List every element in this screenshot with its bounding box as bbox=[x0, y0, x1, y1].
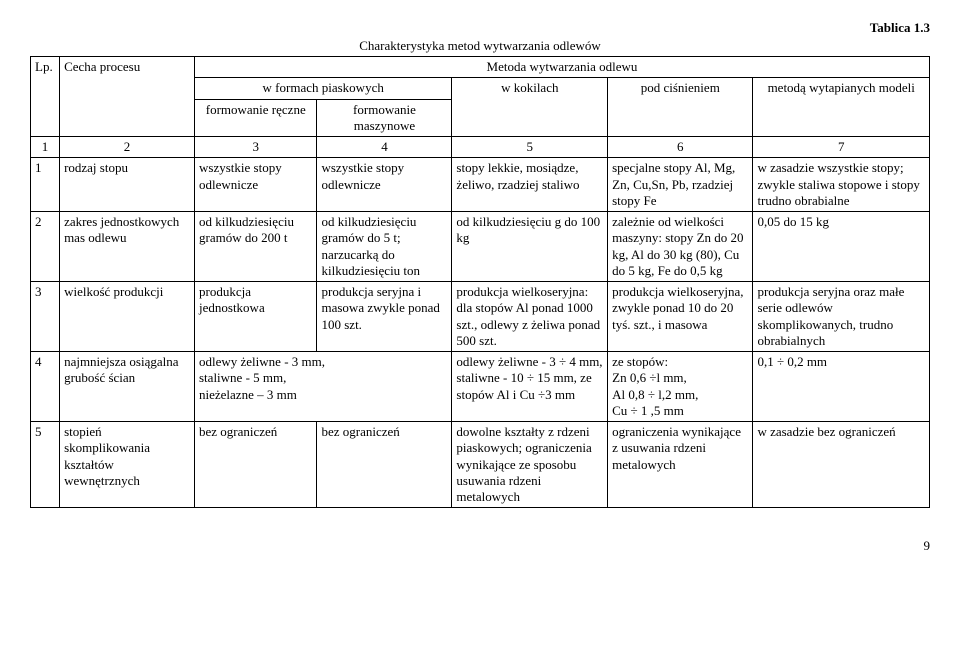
cell: produkcja seryjna oraz małe serie odlewó… bbox=[753, 282, 930, 352]
cell-cecha: najmniejsza osiągalna grubość ścian bbox=[60, 352, 195, 422]
h-wytapiane: metodą wytapianych modeli bbox=[753, 78, 930, 137]
cell: od kilkudziesięciu gramów do 5 t; narzuc… bbox=[317, 212, 452, 282]
cell: ze stopów: Zn 0,6 ÷l mm, Al 0,8 ÷ l,2 mm… bbox=[608, 352, 753, 422]
cell: odlewy żeliwne - 3 ÷ 4 mm, staliwne - 10… bbox=[452, 352, 608, 422]
h-cecha: Cecha procesu bbox=[60, 57, 195, 137]
cell-cecha: stopień skomplikowania kształtów wewnętr… bbox=[60, 422, 195, 508]
cell-lp: 3 bbox=[31, 282, 60, 352]
table-row: 1 rodzaj stopu wszystkie stopy odlewnicz… bbox=[31, 158, 930, 212]
cell-cecha: zakres jednostkowych mas odlewu bbox=[60, 212, 195, 282]
cell: specjalne stopy Al, Mg, Zn, Cu,Sn, Pb, r… bbox=[608, 158, 753, 212]
cell: produkcja seryjna i masowa zwykle ponad … bbox=[317, 282, 452, 352]
n7: 7 bbox=[753, 137, 930, 158]
table-title: Charakterystyka metod wytwarzania odlewó… bbox=[30, 38, 930, 54]
h-metoda: Metoda wytwarzania odlewu bbox=[195, 57, 930, 78]
cell: w zasadzie bez ograniczeń bbox=[753, 422, 930, 508]
cell: odlewy żeliwne - 3 mm, staliwne - 5 mm, … bbox=[195, 352, 452, 422]
h-piaskowe: w formach piaskowych bbox=[195, 78, 452, 99]
cell: bez ograniczeń bbox=[317, 422, 452, 508]
cell: produkcja jednostkowa bbox=[195, 282, 317, 352]
cell-lp: 1 bbox=[31, 158, 60, 212]
cell: w zasadzie wszystkie stopy; zwykle stali… bbox=[753, 158, 930, 212]
cell: bez ograniczeń bbox=[195, 422, 317, 508]
cell: wszystkie stopy odlewnicze bbox=[195, 158, 317, 212]
cell: wszystkie stopy odlewnicze bbox=[317, 158, 452, 212]
cell: produkcja wielkoseryjna: dla stopów Al p… bbox=[452, 282, 608, 352]
n5: 5 bbox=[452, 137, 608, 158]
cell-cecha: rodzaj stopu bbox=[60, 158, 195, 212]
n3: 3 bbox=[195, 137, 317, 158]
methods-table: Lp. Cecha procesu Metoda wytwarzania odl… bbox=[30, 56, 930, 508]
cell: 0,1 ÷ 0,2 mm bbox=[753, 352, 930, 422]
header-row-1: Lp. Cecha procesu Metoda wytwarzania odl… bbox=[31, 57, 930, 78]
number-row: 1 2 3 4 5 6 7 bbox=[31, 137, 930, 158]
n4: 4 bbox=[317, 137, 452, 158]
table-row: 3 wielkość produkcji produkcja jednostko… bbox=[31, 282, 930, 352]
h-kokile: w kokilach bbox=[452, 78, 608, 137]
table-row: 5 stopień skomplikowania kształtów wewnę… bbox=[31, 422, 930, 508]
cell: ograniczenia wynikające z usuwania rdzen… bbox=[608, 422, 753, 508]
cell: stopy lekkie, mosiądze, żeliwo, rzadziej… bbox=[452, 158, 608, 212]
n1: 1 bbox=[31, 137, 60, 158]
n6: 6 bbox=[608, 137, 753, 158]
cell: produkcja wielkoseryjna, zwykle ponad 10… bbox=[608, 282, 753, 352]
cell: 0,05 do 15 kg bbox=[753, 212, 930, 282]
h-reczne: formowanie ręczne bbox=[195, 99, 317, 137]
page-number: 9 bbox=[30, 538, 930, 554]
h-lp: Lp. bbox=[31, 57, 60, 137]
cell-lp: 5 bbox=[31, 422, 60, 508]
cell-lp: 2 bbox=[31, 212, 60, 282]
h-maszynowe: formowanie maszynowe bbox=[317, 99, 452, 137]
table-row: 4 najmniejsza osiągalna grubość ścian od… bbox=[31, 352, 930, 422]
h-cisnienie: pod ciśnieniem bbox=[608, 78, 753, 137]
table-label: Tablica 1.3 bbox=[30, 20, 930, 36]
cell: zależnie od wielkości maszyny: stopy Zn … bbox=[608, 212, 753, 282]
cell-lp: 4 bbox=[31, 352, 60, 422]
cell: dowolne kształty z rdzeni piaskowych; og… bbox=[452, 422, 608, 508]
cell-cecha: wielkość produkcji bbox=[60, 282, 195, 352]
n2: 2 bbox=[60, 137, 195, 158]
table-row: 2 zakres jednostkowych mas odlewu od kil… bbox=[31, 212, 930, 282]
cell: od kilkudziesięciu gramów do 200 t bbox=[195, 212, 317, 282]
cell: od kilkudziesięciu g do 100 kg bbox=[452, 212, 608, 282]
